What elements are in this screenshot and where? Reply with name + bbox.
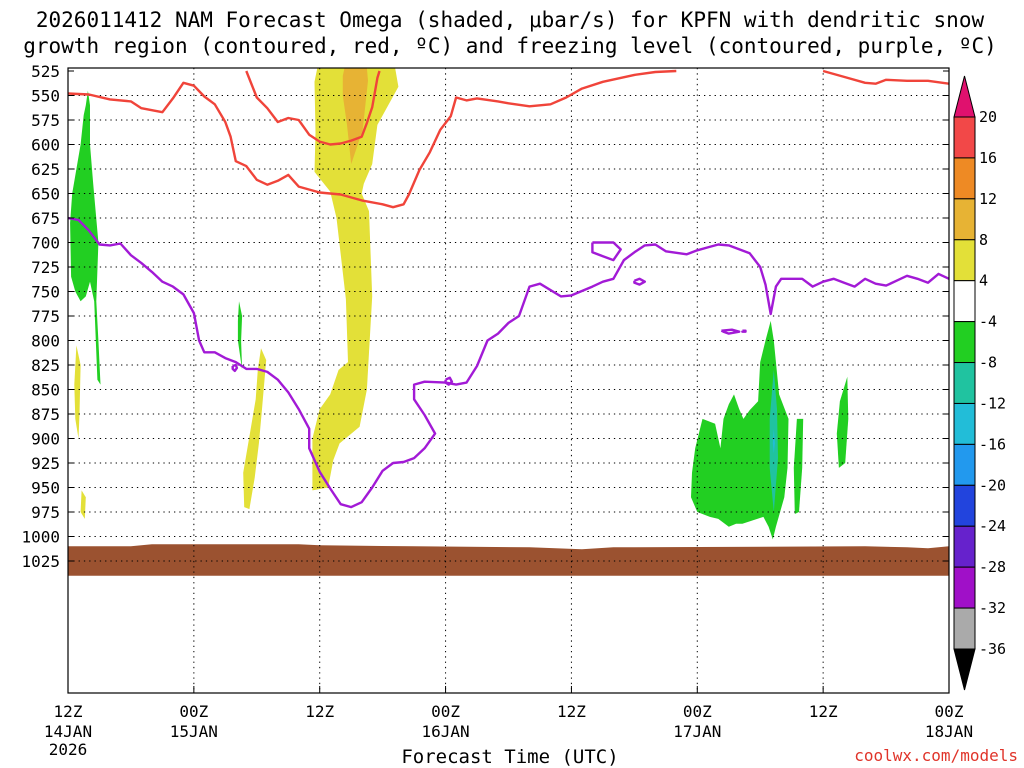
- colorbar-label-10: -24: [979, 517, 1006, 535]
- omega-region-4: [243, 348, 267, 510]
- x-tick-label-5: 00Z: [683, 702, 712, 721]
- y-tick-label-1025: 1025: [21, 552, 60, 571]
- colorbar-bin-8: [953, 443, 976, 486]
- colorbar-bin-10: [953, 525, 976, 568]
- y-tick-label-850: 850: [31, 381, 60, 400]
- chart-title-line-1: 2026011412 NAM Forecast Omega (shaded, μ…: [36, 8, 985, 32]
- y-tick-label-925: 925: [31, 454, 60, 473]
- colorbar-label-9: -20: [979, 476, 1006, 494]
- omega-region-2: [74, 345, 81, 439]
- y-tick-label-800: 800: [31, 332, 60, 351]
- snow-growth-contour-0: [68, 69, 677, 209]
- y-tick-label-700: 700: [31, 234, 60, 253]
- snow-growth-contour-2: [822, 69, 949, 85]
- colorbar-bin-0: [953, 116, 976, 159]
- omega-region-5: [70, 90, 101, 385]
- x-tick-label-3: 00Z: [431, 702, 460, 721]
- colorbar-top-arrow: [953, 75, 976, 118]
- colorbar-label-2: 12: [979, 190, 997, 208]
- colorbar-label-12: -32: [979, 599, 1006, 617]
- terrain-surface: [68, 544, 949, 576]
- y-tick-label-825: 825: [31, 356, 60, 375]
- colorbar-bin-7: [953, 402, 976, 445]
- colorbar-label-8: -16: [979, 435, 1006, 453]
- x-tick-year-0: 2026: [49, 740, 88, 759]
- x-tick-date-5: 17JAN: [673, 722, 721, 741]
- omega-shading-layer: [70, 68, 849, 540]
- x-tick-date-1: 15JAN: [170, 722, 218, 741]
- x-tick-label-2: 12Z: [305, 702, 334, 721]
- y-tick-label-625: 625: [31, 160, 60, 179]
- y-tick-label-575: 575: [31, 111, 60, 130]
- colorbar-bin-2: [953, 198, 976, 241]
- freezing-contour-6: [444, 376, 454, 386]
- freezing-contour-4: [741, 329, 747, 333]
- colorbar-bin-5: [953, 321, 976, 364]
- omega-region-6: [237, 301, 243, 370]
- colorbar-bin-1: [953, 157, 976, 200]
- freezing-contour-5: [231, 363, 239, 373]
- credit-text: coolwx.com/models: [854, 746, 1018, 765]
- colorbar-label-7: -12: [979, 394, 1006, 412]
- colorbar-bin-9: [953, 484, 976, 527]
- terrain-layer: [68, 544, 949, 576]
- y-tick-label-975: 975: [31, 503, 60, 522]
- x-tick-date-0: 14JAN: [44, 722, 92, 741]
- colorbar-label-0: 20: [979, 108, 997, 126]
- freezing-contour-3: [720, 328, 741, 335]
- colorbar-label-11: -28: [979, 558, 1006, 576]
- y-tick-label-950: 950: [31, 479, 60, 498]
- colorbar: 20 16 12 8 4 -4 -8 -12 -16 -20 -24 -28 -32 -36: [953, 75, 1006, 691]
- x-tick-label-0: 12Z: [54, 702, 83, 721]
- colorbar-bin-3: [953, 239, 976, 282]
- omega-region-8: [793, 418, 804, 514]
- y-tick-label-600: 600: [31, 136, 60, 155]
- chart-title-line-2: growth region (contoured, red, ºC) and f…: [23, 34, 997, 58]
- omega-region-11: [772, 428, 775, 454]
- colorbar-label-4: 4: [979, 272, 988, 290]
- colorbar-bin-11: [953, 566, 976, 609]
- x-tick-label-6: 12Z: [809, 702, 838, 721]
- colorbar-bottom-arrow: [953, 648, 976, 691]
- colorbar-bin-12: [953, 607, 976, 650]
- x-tick-label-7: 00Z: [935, 702, 964, 721]
- colorbar-label-5: -4: [979, 313, 997, 331]
- x-axis-title: Forecast Time (UTC): [401, 746, 618, 768]
- colorbar-bin-6: [953, 362, 976, 404]
- y-tick-label-650: 650: [31, 185, 60, 204]
- y-tick-label-550: 550: [31, 87, 60, 106]
- colorbar-label-13: -36: [979, 640, 1006, 658]
- colorbar-label-1: 16: [979, 149, 997, 167]
- y-tick-label-750: 750: [31, 283, 60, 302]
- y-tick-label-725: 725: [31, 258, 60, 277]
- y-tick-label-675: 675: [31, 209, 60, 228]
- snow-growth-contour-1: [245, 70, 381, 146]
- omega-region-3: [80, 490, 86, 519]
- colorbar-label-3: 8: [979, 231, 988, 249]
- y-tick-label-525: 525: [31, 62, 60, 81]
- contour-layer: [68, 69, 949, 509]
- freezing-contour-0: [68, 216, 949, 509]
- x-tick-date-7: 18JAN: [925, 722, 973, 741]
- gridlines: [68, 68, 949, 693]
- colorbar-bin-4: [953, 280, 976, 323]
- y-tick-label-1000: 1000: [21, 528, 60, 547]
- y-axis: 525 550 575 600 625 650 675 700 725 750 775 800 825 8…: [21, 62, 949, 571]
- x-tick-date-3: 16JAN: [421, 722, 469, 741]
- y-tick-label-875: 875: [31, 405, 60, 424]
- freezing-contour-1: [591, 241, 622, 262]
- x-tick-label-1: 00Z: [179, 702, 208, 721]
- y-tick-label-775: 775: [31, 307, 60, 326]
- x-tick-label-4: 12Z: [557, 702, 586, 721]
- plot-frame: [67, 67, 950, 694]
- colorbar-label-6: -8: [979, 354, 997, 372]
- omega-region-9: [836, 376, 849, 468]
- freezing-contour-2: [633, 277, 646, 286]
- omega-region-0: [312, 68, 399, 491]
- omega-region-7: [691, 320, 789, 540]
- y-tick-label-900: 900: [31, 430, 60, 449]
